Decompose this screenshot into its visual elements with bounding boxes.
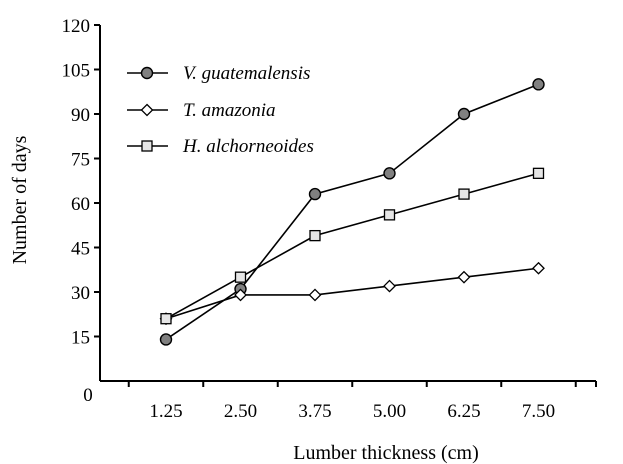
data-point: [458, 188, 470, 200]
data-point: [234, 271, 247, 283]
y-tick-label-origin: 0: [83, 385, 93, 406]
x-tick-label: 2.50: [224, 401, 257, 422]
series-circle: [159, 78, 545, 346]
legend-marker: [140, 66, 154, 80]
series-line: [165, 267, 539, 320]
legend-marker: [140, 103, 154, 117]
y-axis-title: Number of days: [9, 135, 31, 264]
data-point: [532, 261, 545, 275]
y-tick-label: 45: [71, 239, 90, 260]
legend-label: T. amazonia: [183, 100, 276, 121]
data-point: [159, 333, 173, 346]
data-point: [383, 209, 396, 221]
data-point: [308, 288, 322, 302]
x-tick-label: 1.25: [149, 401, 182, 422]
y-tick-label: 120: [62, 16, 91, 37]
y-tick-label: 90: [71, 105, 90, 126]
y-tick-label: 75: [71, 150, 90, 171]
legend-marker: [141, 140, 153, 152]
data-point: [234, 288, 247, 302]
data-point: [160, 313, 172, 325]
legend-label: V. guatemalensis: [183, 63, 310, 84]
axes: 0 15 30 45 60 75 90 105 120 1.25 2.50 3.75 5.00 6.25 7…: [62, 16, 597, 422]
data-point: [308, 187, 322, 201]
x-tick-label: 7.50: [522, 401, 555, 422]
series-square: [160, 167, 545, 325]
series-line: [165, 83, 539, 341]
data-point: [532, 78, 545, 91]
data-point: [383, 167, 396, 180]
y-tick-label: 15: [71, 328, 90, 349]
x-axis-title: Lumber thickness (cm): [293, 442, 479, 464]
series-diamond: [159, 261, 545, 326]
y-tick-label: 30: [71, 283, 90, 304]
y-tick-label: 60: [71, 194, 90, 215]
legend: V. guatemalensis T. amazonia H. alchorneoi…: [127, 63, 314, 157]
data-point: [383, 279, 396, 293]
data-point: [457, 107, 471, 121]
legend-label: H. alchorneoides: [182, 136, 314, 157]
x-tick-label: 5.00: [373, 401, 406, 422]
data-point: [532, 167, 545, 179]
series-layer: [159, 78, 545, 346]
y-tick-label: 105: [62, 61, 91, 82]
x-tick-label: 6.25: [447, 401, 480, 422]
series-line: [165, 172, 539, 320]
data-point: [457, 270, 471, 284]
x-tick-label: 3.75: [298, 401, 331, 422]
data-point: [309, 229, 321, 242]
